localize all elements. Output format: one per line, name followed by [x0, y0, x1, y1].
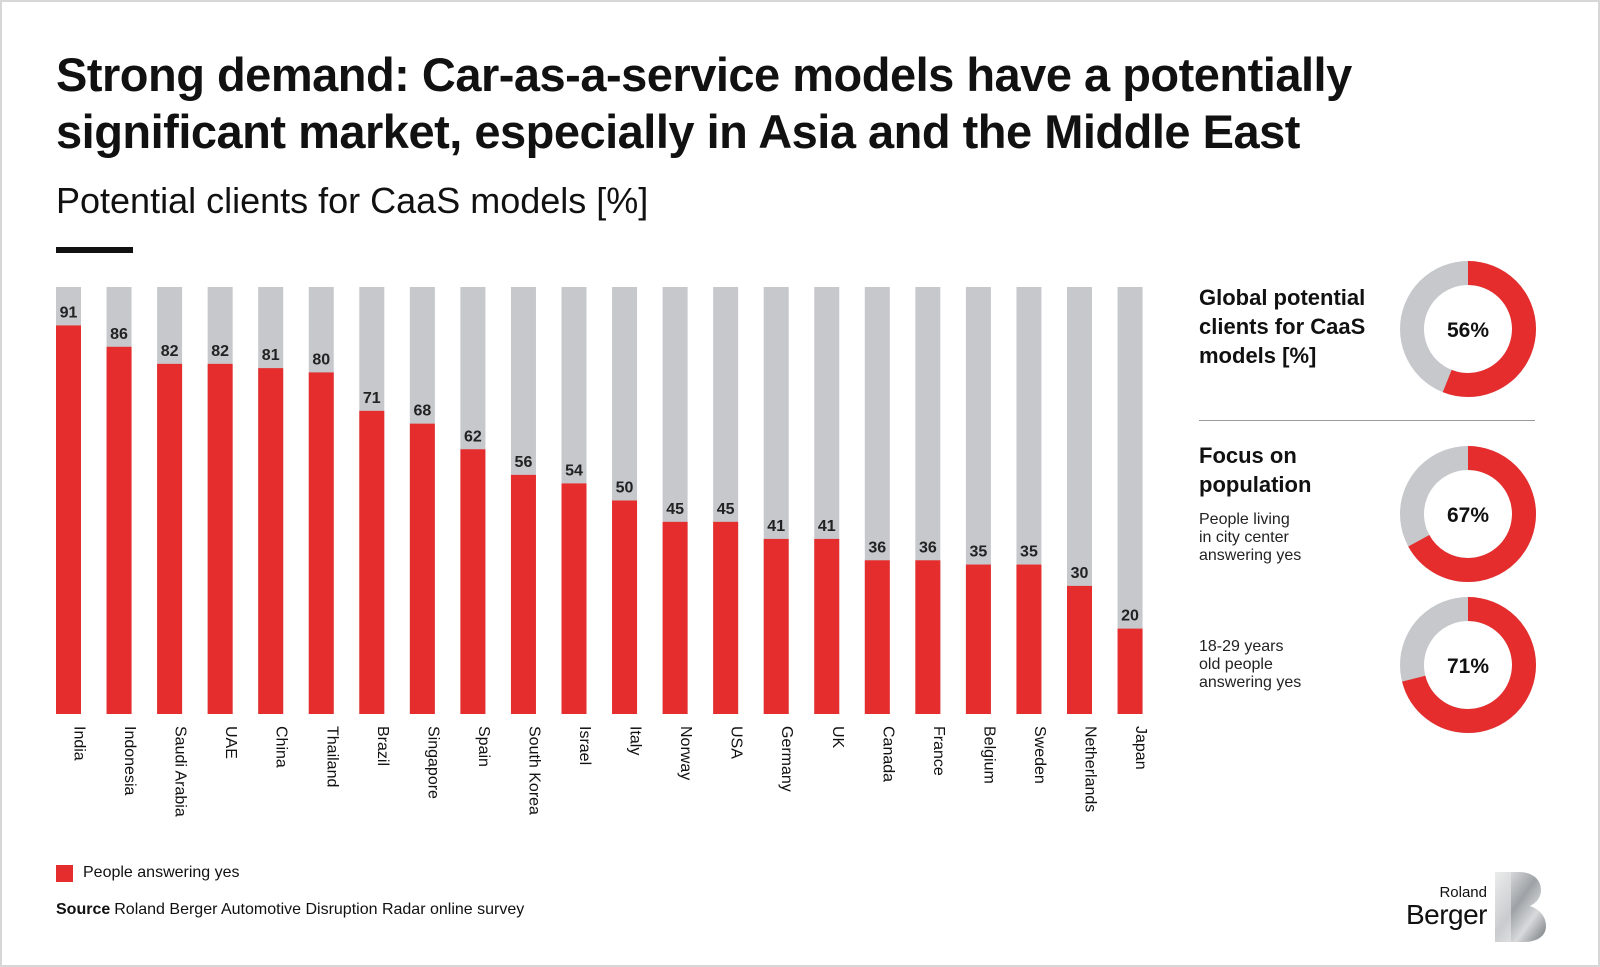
- bar: [864, 560, 890, 714]
- logo-b-mark-icon: [1495, 872, 1546, 942]
- bar-category-label: Singapore: [424, 726, 441, 799]
- age-group-donut-label: 71%: [1447, 655, 1489, 678]
- bars-layer: 91 India 86 Indonesia 82 Saudi Arabia 82 UAE 81 C…: [56, 287, 1149, 817]
- bar-category-label: Netherlands: [1082, 726, 1099, 812]
- bar-category-label: Italy: [627, 726, 644, 755]
- bar-value-label: 50: [616, 480, 634, 497]
- legend-label: People answering yes: [83, 864, 240, 881]
- bar-value-label: 56: [515, 454, 533, 471]
- chart-subtitle: Potential clients for CaaS models [%]: [56, 180, 649, 221]
- bar-value-label: 91: [60, 304, 78, 321]
- bar-value-label: 81: [262, 347, 280, 364]
- bar: [460, 449, 486, 714]
- country-bar-chart: 91 India 86 Indonesia 82 Saudi Arabia 82 UAE 81 C…: [56, 287, 1149, 817]
- bar-category-label: Japan: [1132, 726, 1149, 770]
- bar-value-label: 35: [970, 544, 988, 561]
- bar-value-label: 68: [413, 403, 431, 420]
- bar-category-label: Norway: [677, 726, 694, 780]
- bar: [510, 474, 536, 714]
- bar: [814, 538, 840, 714]
- donut-arc: [1400, 261, 1536, 397]
- bar-value-label: 62: [464, 428, 482, 445]
- logo-word-roland: Roland: [1439, 884, 1487, 901]
- bar-value-label: 80: [312, 351, 330, 368]
- panel-divider: [1199, 420, 1535, 421]
- logo-word-berger: Berger: [1405, 899, 1488, 930]
- bar-category-label: Germany: [778, 726, 795, 792]
- city-center-donut: 67%: [1400, 446, 1536, 582]
- roland-berger-logo: Roland Berger: [1394, 868, 1549, 944]
- global-potential-heading: Global potential clients for CaaS models…: [1199, 285, 1366, 368]
- city-center-note: People living in city center answering y…: [1199, 511, 1302, 564]
- bar: [56, 325, 81, 714]
- bar-category-label: China: [273, 726, 290, 768]
- source-label: Source: [56, 901, 111, 918]
- bar-value-label: 82: [161, 343, 179, 360]
- bar-category-label: Thailand: [323, 726, 340, 787]
- bar-category-label: USA: [728, 726, 745, 759]
- bar-category-label: France: [930, 726, 947, 776]
- bar: [1067, 585, 1092, 714]
- bar: [106, 346, 132, 714]
- age-group-donut: 71%: [1400, 597, 1536, 733]
- bar-value-label: 45: [717, 501, 735, 518]
- bar-value-label: 30: [1071, 565, 1089, 582]
- bar-category-label: Saudi Arabia: [172, 726, 189, 817]
- bar-category-label: South Korea: [525, 726, 542, 815]
- bar-category-label: Brazil: [374, 726, 391, 766]
- source-text: Roland Berger Automotive Disruption Rada…: [114, 901, 525, 918]
- bar-category-label: Canada: [879, 726, 896, 782]
- title-accent-rule: [56, 247, 133, 253]
- bar-value-label: 82: [211, 343, 229, 360]
- chart-legend: People answering yes: [56, 863, 240, 883]
- bar: [612, 500, 638, 714]
- bar-value-label: 36: [919, 539, 937, 556]
- bar: [409, 423, 435, 714]
- bar: [308, 372, 334, 714]
- global-potential-donut: 56%: [1400, 261, 1536, 397]
- bar-category-label: India: [71, 726, 88, 761]
- chart-title: Strong demand: Car-as-a-service models h…: [56, 48, 1352, 158]
- bar-value-label: 54: [565, 462, 583, 479]
- age-group-note: 18-29 years old people answering yes: [1199, 638, 1302, 691]
- bar-value-label: 20: [1121, 608, 1139, 625]
- bar-category-label: UK: [829, 726, 846, 749]
- bar: [713, 521, 739, 714]
- city-center-donut-label: 67%: [1447, 504, 1489, 527]
- bar-value-label: 41: [818, 518, 836, 535]
- donut-arc: [1400, 597, 1536, 733]
- bar-value-label: 45: [666, 501, 684, 518]
- bar: [662, 521, 688, 714]
- legend-swatch-red: [56, 864, 73, 882]
- bar: [1016, 564, 1042, 714]
- source-note: Source Roland Berger Automotive Disruptio…: [56, 901, 524, 919]
- bar: [258, 368, 284, 714]
- bar-value-label: 36: [868, 539, 886, 556]
- bar: [207, 363, 233, 714]
- bar-value-label: 71: [363, 390, 381, 407]
- bar: [763, 538, 789, 714]
- bar-category-label: UAE: [222, 726, 239, 759]
- bar-value-label: 41: [767, 518, 785, 535]
- bar-category-label: Belgium: [980, 726, 997, 784]
- bar: [965, 564, 991, 714]
- bar-value-label: 86: [110, 326, 128, 343]
- donut-arc: [1400, 446, 1536, 582]
- bar: [915, 560, 941, 714]
- bar-category-label: Sweden: [1031, 726, 1048, 784]
- bar: [157, 363, 183, 714]
- global-potential-donut-label: 56%: [1447, 319, 1489, 342]
- bar: [1117, 628, 1143, 714]
- bar-category-label: Indonesia: [121, 726, 138, 795]
- bar-category-label: Israel: [576, 726, 593, 765]
- bar: [359, 410, 385, 714]
- bar-category-label: Spain: [475, 726, 492, 767]
- bar: [561, 483, 587, 714]
- focus-population-heading: Focus on population: [1199, 443, 1312, 497]
- bar-value-label: 35: [1020, 544, 1038, 561]
